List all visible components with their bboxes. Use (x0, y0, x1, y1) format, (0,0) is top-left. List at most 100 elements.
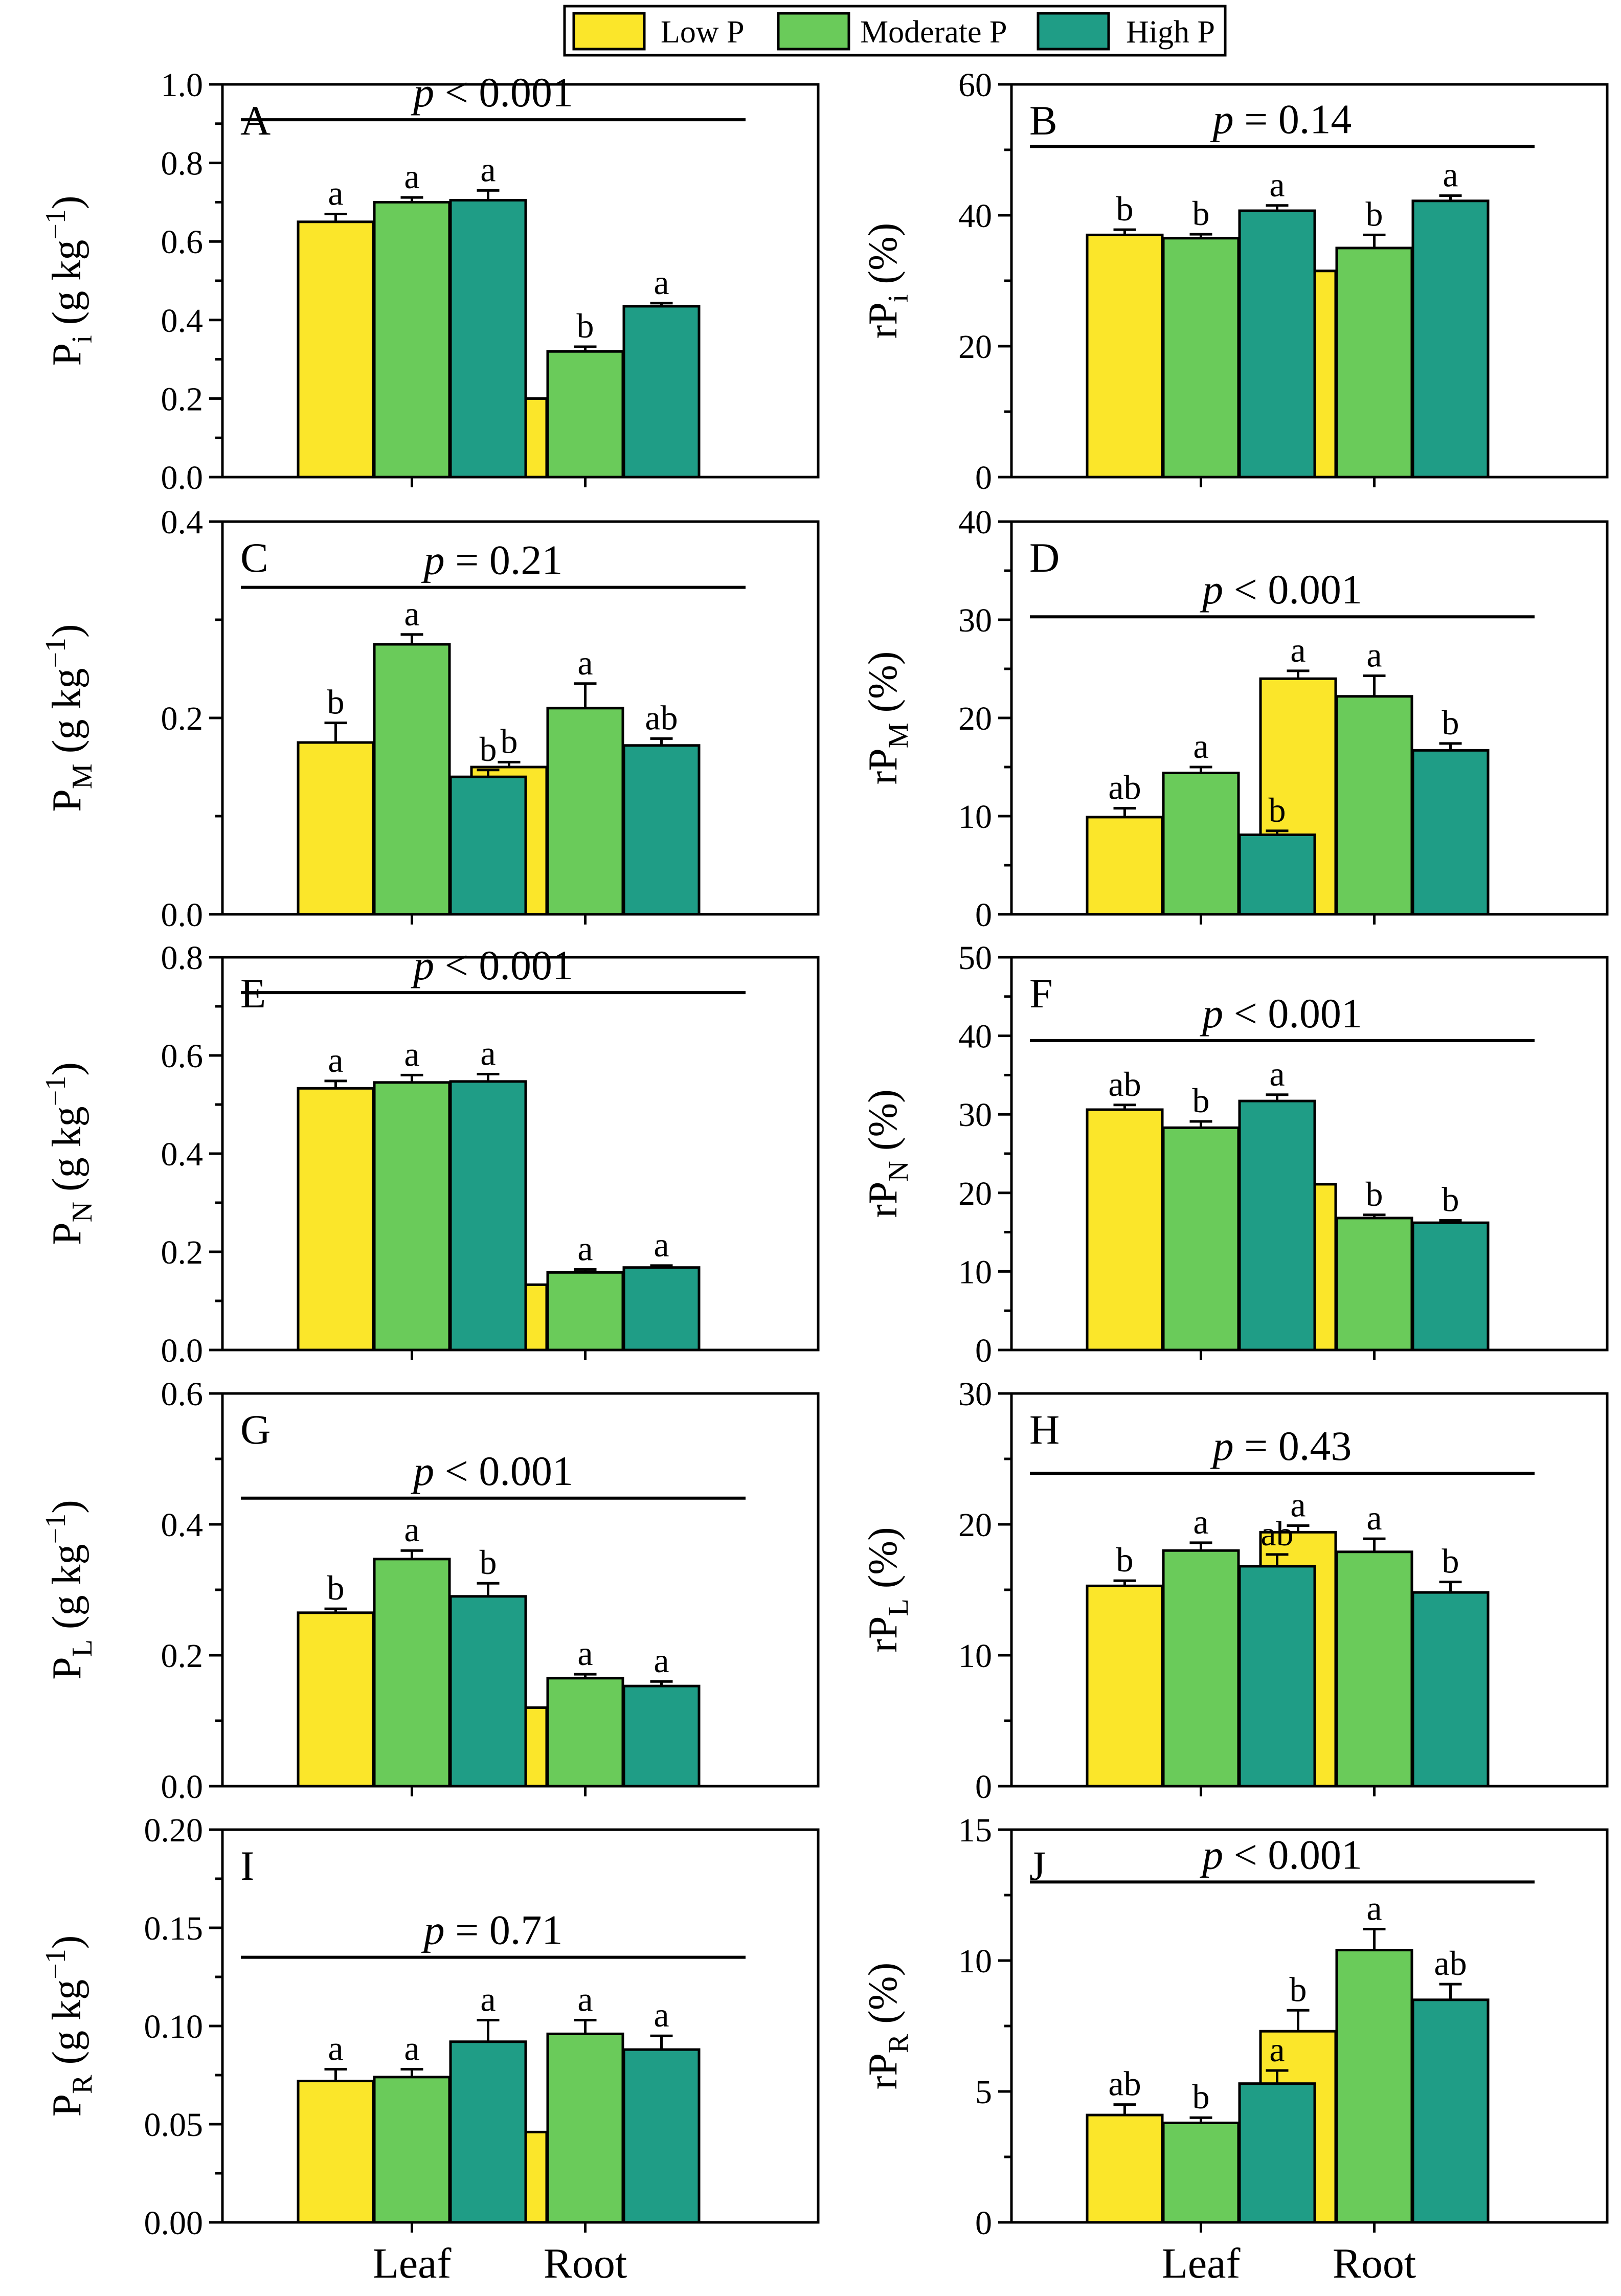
y-tick-label: 0.2 (161, 700, 204, 737)
legend-label: Moderate P (860, 15, 1007, 50)
significance-letter: a (1269, 2030, 1285, 2069)
y-axis-label-units: (g kg (44, 1544, 89, 1639)
y-tick-label: 0.2 (161, 1234, 204, 1271)
bar-I-root-high-p (622, 2048, 701, 2224)
y-axis-label-subscript: L (66, 1639, 98, 1657)
panel-letter: B (1029, 97, 1057, 144)
significance-letter: a (577, 1634, 593, 1673)
significance-letter: b (1442, 1180, 1459, 1219)
pvalue-symbol: p (1200, 566, 1223, 613)
bar-F-root-moderate-p (1335, 1217, 1413, 1352)
y-axis-label-superscript: −1 (40, 638, 72, 668)
bar-C-root-moderate-p (546, 707, 624, 916)
y-tick-label: 0.0 (161, 896, 204, 934)
bar-I-leaf-high-p (449, 2040, 527, 2224)
bar-I-root-moderate-p (546, 2032, 624, 2224)
significance-letter: a (328, 2029, 343, 2067)
y-tick-label: 40 (958, 1018, 992, 1055)
y-tick-label: 10 (958, 1637, 992, 1675)
significance-letter: ab (645, 698, 678, 737)
x-category-label: Root (1333, 2240, 1416, 2287)
legend-label: High P (1126, 15, 1215, 50)
y-axis-label-units: (g kg (44, 1106, 89, 1202)
bar-H-leaf-high-p (1238, 1565, 1316, 1788)
pvalue-text: < 0.001 (434, 942, 573, 988)
y-axis-label-subscript: i (66, 335, 98, 343)
y-axis-label-close: ) (44, 624, 89, 638)
x-category-label: Leaf (373, 2240, 452, 2287)
bar-A-leaf-low-p (297, 220, 375, 479)
pvalue-symbol: p (1200, 990, 1223, 1037)
significance-letter: a (1366, 635, 1382, 674)
y-tick-label: 0.4 (161, 302, 204, 340)
y-tick-label: 0 (975, 896, 992, 934)
y-tick-label: 5 (975, 2074, 992, 2111)
y-axis-label-units: (g kg (44, 240, 89, 335)
y-tick-label: 0.2 (161, 1637, 204, 1675)
bar-J-leaf-moderate-p (1162, 2121, 1240, 2224)
y-tick-label: 0.6 (161, 223, 204, 261)
y-axis-label-main: P (44, 1222, 89, 1245)
bar-D-root-moderate-p (1335, 695, 1413, 916)
significance-letter: a (328, 1041, 343, 1079)
pvalue-text: < 0.001 (1223, 1831, 1362, 1878)
y-axis-label-units: (%) (861, 1963, 906, 2034)
bar-G-leaf-moderate-p (373, 1558, 451, 1788)
y-axis-label-main: P (44, 789, 89, 812)
y-tick-label: 0 (975, 459, 992, 497)
pvalue-symbol: p (1210, 1423, 1234, 1469)
bar-A-leaf-moderate-p (373, 200, 451, 479)
y-axis-label-units: (%) (861, 1527, 906, 1599)
bar-G-root-high-p (622, 1684, 701, 1788)
y-tick-label: 15 (958, 1812, 992, 1849)
y-tick-label: 10 (958, 1943, 992, 1980)
y-tick-label: 10 (958, 798, 992, 836)
pvalue-text: = 0.14 (1234, 96, 1352, 143)
pvalue-label: p < 0.001 (411, 69, 573, 116)
y-tick-label: 0.10 (144, 2008, 204, 2045)
y-tick-label: 0.8 (161, 939, 204, 977)
bar-F-leaf-low-p (1086, 1108, 1164, 1352)
bar-E-leaf-low-p (297, 1087, 375, 1352)
bar-H-root-high-p (1411, 1591, 1490, 1788)
significance-letter: b (577, 306, 594, 345)
significance-letter: a (577, 1229, 593, 1268)
y-axis-label: rPN (%) (861, 1089, 914, 1218)
bar-D-leaf-moderate-p (1162, 772, 1240, 916)
pvalue-symbol: p (1200, 1831, 1223, 1878)
pvalue-symbol: p (411, 1448, 434, 1494)
y-axis-label-subscript: M (883, 723, 914, 748)
pvalue-symbol: p (411, 69, 434, 116)
y-axis-label-main: P (44, 2094, 89, 2117)
significance-letter: b (1192, 1081, 1210, 1120)
pvalue-label: p = 0.14 (1210, 96, 1352, 143)
y-axis-label-superscript: −1 (40, 1514, 72, 1544)
significance-letter: b (327, 683, 345, 722)
y-axis-label-subscript: N (66, 1202, 98, 1222)
bar-J-root-moderate-p (1335, 1949, 1413, 2224)
significance-letter: b (480, 1543, 497, 1582)
significance-letter: b (1290, 1970, 1307, 2009)
legend-swatch (1037, 12, 1110, 51)
y-tick-label: 60 (958, 66, 992, 104)
y-tick-label: 0 (975, 2204, 992, 2242)
significance-letter: b (1192, 194, 1210, 233)
y-tick-label: 30 (958, 1376, 992, 1413)
bar-I-leaf-moderate-p (373, 2076, 451, 2224)
y-tick-label: 0.2 (161, 380, 204, 418)
y-tick-label: 30 (958, 602, 992, 639)
bar-D-root-high-p (1411, 749, 1490, 916)
bar-C-leaf-low-p (297, 741, 375, 916)
bar-B-leaf-moderate-p (1162, 237, 1240, 479)
pvalue-text: < 0.001 (434, 69, 573, 116)
y-tick-label: 0.6 (161, 1038, 204, 1075)
bar-F-leaf-moderate-p (1162, 1126, 1240, 1352)
bar-J-root-high-p (1411, 1998, 1490, 2224)
significance-letter: a (654, 1641, 669, 1680)
